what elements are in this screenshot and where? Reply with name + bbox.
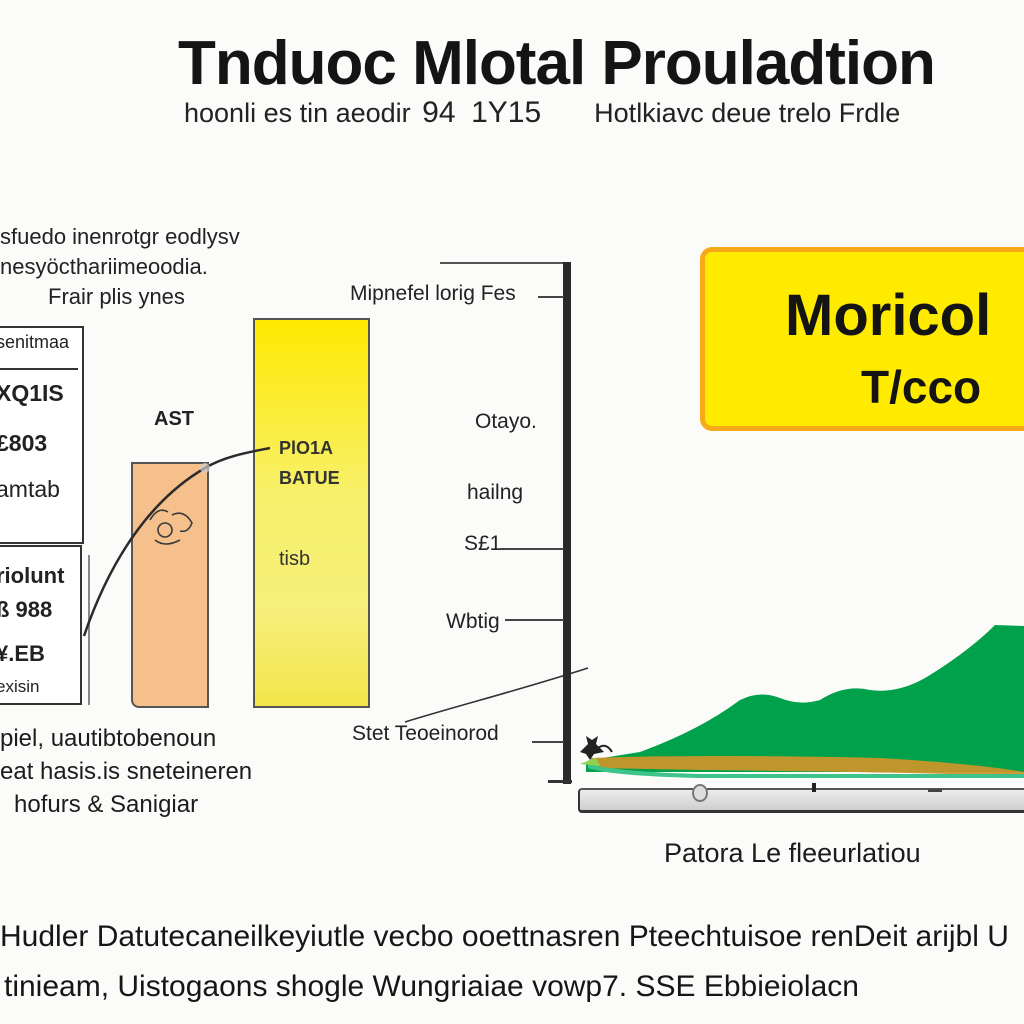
axis-leader (505, 619, 564, 621)
table-divider (0, 368, 78, 370)
area-chart (580, 625, 1024, 778)
legend-table-top: senitmaa XQ1IS £803 amtab (0, 326, 84, 544)
table-row: ¥.EB (0, 641, 45, 666)
chart-caption: Patora Le fleeurlatiou (664, 838, 921, 868)
bar-annotation: tisb (279, 548, 311, 570)
axis-leader (538, 296, 564, 298)
axis-base (548, 780, 572, 783)
caption-line: piel, uautibtobenoun (0, 725, 217, 752)
axis-label: S£1 (464, 532, 502, 555)
axis-leader (500, 548, 564, 550)
slider-marker (812, 783, 816, 792)
table-row: XQ1IS (0, 380, 64, 406)
table-shadow (82, 555, 90, 705)
table-row: amtab (0, 476, 60, 502)
axis-label: Wbtig (446, 610, 500, 633)
subtitle-number-1: 94 (422, 96, 456, 129)
axis-label: Stet Teoeinorod (352, 722, 499, 745)
legend-table-bottom: riolunt ß 988 ¥.EB exisin (0, 545, 90, 705)
footer-text: Hudler Datutecaneilkeyiutle vecbo ooettn… (0, 912, 1009, 1012)
axis-label: hailng (467, 481, 524, 504)
intro-line: sfuedo inenrotgr eodlysv (0, 224, 240, 249)
bar-annotation: PlO1A (279, 438, 334, 458)
footer-line: tinieam, Uistogaons shogle Wungriaiae vo… (4, 970, 859, 1003)
intro-line: nesyöcthariimeoodia. (0, 254, 208, 279)
bars-caption: piel, uautibtobenoun eat hasis.is snetei… (0, 722, 252, 821)
slider-marker (928, 789, 942, 792)
axis-top-line (440, 262, 564, 264)
tractor-icon (580, 736, 613, 760)
subtitle-number-2: 1Y15 (471, 96, 542, 129)
bar-label-orange: AST (154, 408, 194, 430)
bar-annotation: BATUE (279, 468, 340, 488)
callout-box: Moricol T/cco (700, 247, 1024, 431)
table-row: ß 988 (0, 597, 53, 622)
subtitle-left: hoonli es tin aeodir (184, 98, 411, 128)
intro-line: Frair plis ynes (48, 284, 185, 309)
page-title: Tnduoc Mlotal Prouladtion (178, 29, 936, 98)
table-row: £803 (0, 430, 48, 456)
bar-yellow: PlO1A BATUE tisb (253, 318, 370, 708)
vertical-axis (563, 262, 571, 784)
caption-line: hofurs & Sanigiar (14, 791, 199, 818)
intro-text: sfuedo inenrotgr eodlysv nesyöcthariimeo… (0, 222, 240, 312)
table-header: senitmaa (0, 332, 70, 352)
callout-title: Moricol (785, 283, 992, 348)
axis-label: Otayo. (475, 410, 537, 433)
timeline-slider[interactable] (578, 783, 1024, 813)
page-subtitle: hoonli es tin aeodir 94 1Y15 Hotlkiavc d… (184, 96, 900, 130)
doodle-icon (149, 509, 193, 545)
subtitle-right: Hotlkiavc deue trelo Frdle (594, 98, 901, 128)
footer-line: Hudler Datutecaneilkeyiutle vecbo ooettn… (0, 920, 1009, 953)
table-row: exisin (0, 677, 40, 696)
caption-line: eat hasis.is sneteineren (0, 758, 253, 785)
callout-subtitle: T/cco (861, 361, 982, 413)
axis-label: Mipnefel lorig Fes (350, 282, 516, 305)
bar-orange (131, 462, 209, 708)
axis-leader (532, 741, 564, 743)
table-row: riolunt (0, 563, 65, 588)
slider-handle[interactable] (692, 784, 708, 802)
